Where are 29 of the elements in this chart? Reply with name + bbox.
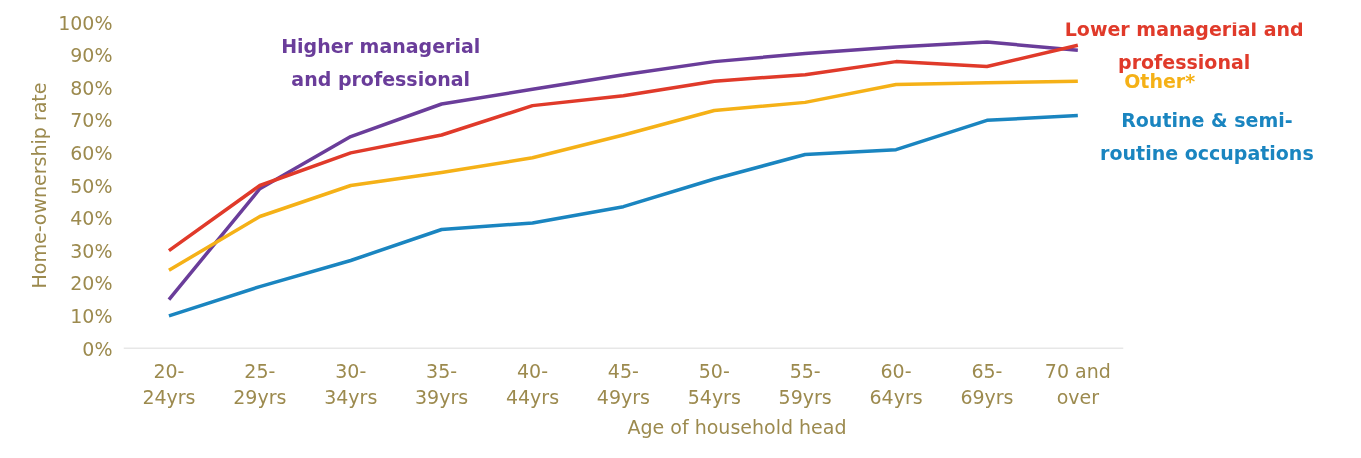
- x-tick-label: 60- 64yrs: [869, 359, 923, 408]
- y-tick-label: 100%: [58, 11, 113, 34]
- text: Other*: [1124, 70, 1196, 93]
- y-tick-label: 40%: [70, 207, 113, 230]
- x-tick-label: 35- 39yrs: [415, 359, 469, 408]
- line-series: [167, 113, 1080, 318]
- series-label: Routine & semi- routine occupations: [1100, 109, 1314, 165]
- x-tick-label: 70 and over: [1044, 359, 1111, 408]
- x-tick-label: 25- 29yrs: [233, 359, 287, 408]
- y-axis-title: Home-ownership rate: [28, 82, 51, 289]
- x-tick-label: 20- 24yrs: [142, 359, 196, 408]
- x-tick-label: 40- 44yrs: [505, 359, 560, 408]
- x-tick-label: 65- 69yrs: [960, 359, 1014, 408]
- series-label: Higher managerial and professional: [281, 35, 481, 91]
- y-tick-label: 70%: [70, 109, 113, 132]
- y-tick-label: 20%: [70, 272, 113, 295]
- y-tick-label: 90%: [70, 44, 113, 67]
- line-series: [167, 40, 1080, 302]
- x-tick-label: 30- 34yrs: [324, 359, 378, 408]
- x-axis-title: Age of household head: [627, 415, 847, 438]
- x-tick-label: 55- 59yrs: [778, 359, 832, 408]
- y-tick-label: 50%: [70, 174, 113, 197]
- y-tick-label: 0%: [82, 337, 113, 360]
- x-tick-label: 50- 54yrs: [687, 359, 741, 408]
- y-tick-label: 30%: [70, 239, 113, 262]
- x-tick-label: 45- 49yrs: [596, 359, 650, 408]
- y-tick-label: 60%: [70, 141, 113, 164]
- y-tick-label: 10%: [70, 304, 113, 327]
- y-tick-label: 80%: [70, 76, 113, 99]
